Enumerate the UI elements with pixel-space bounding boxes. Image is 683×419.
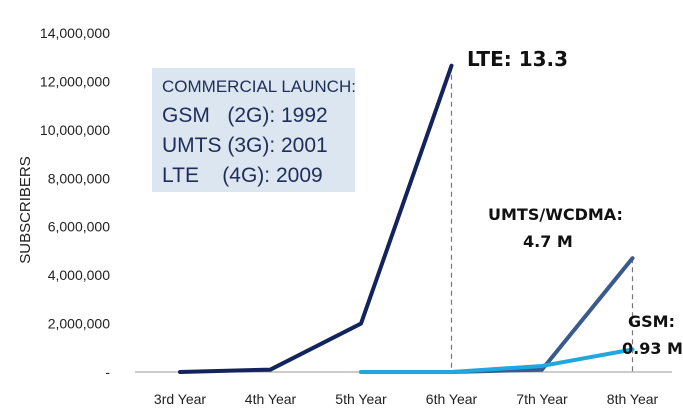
x-tick-label: 5th Year bbox=[335, 391, 387, 407]
reference-dashed-lines bbox=[450, 65, 634, 372]
launch-box-line-umts: UMTS (3G): 2001 bbox=[162, 134, 328, 157]
launch-info-box bbox=[152, 68, 355, 192]
y-axis-label: SUBSCRIBERS bbox=[17, 156, 34, 264]
x-axis-ticks: 3rd Year 4th Year 5th Year 6th Year 7th Year… bbox=[154, 391, 659, 407]
series-line-0 bbox=[178, 63, 454, 374]
y-tick-label: 4,000,000 bbox=[48, 267, 110, 283]
x-tick-label: 3rd Year bbox=[154, 391, 206, 407]
lte-annotation: LTE: 13.3 bbox=[467, 47, 568, 71]
y-tick-label: 8,000,000 bbox=[48, 170, 110, 186]
gsm-annotation-line2: 0.93 M bbox=[622, 339, 683, 358]
x-tick-label: 7th Year bbox=[516, 391, 568, 407]
y-tick-label: 2,000,000 bbox=[48, 316, 110, 332]
y-tick-label: - bbox=[105, 364, 110, 380]
series-line-2 bbox=[359, 347, 635, 374]
x-tick-label: 4th Year bbox=[245, 391, 297, 407]
umts-annotation-line2: 4.7 M bbox=[523, 232, 573, 251]
y-tick-label: 6,000,000 bbox=[48, 219, 110, 235]
launch-box-title: COMMERCIAL LAUNCH: bbox=[162, 77, 356, 96]
x-tick-label: 8th Year bbox=[607, 391, 659, 407]
launch-box-line-lte: LTE (4G): 2009 bbox=[162, 164, 323, 187]
gsm-annotation-line1: GSM: bbox=[628, 312, 675, 331]
umts-annotation-line1: UMTS/WCDMA: bbox=[488, 205, 623, 224]
y-axis-ticks: - 2,000,000 4,000,000 6,000,000 8,000,000 10,… bbox=[40, 25, 110, 380]
y-tick-label: 12,000,000 bbox=[40, 73, 110, 89]
series-lines bbox=[178, 63, 635, 374]
y-tick-label: 10,000,000 bbox=[40, 122, 110, 138]
y-tick-label: 14,000,000 bbox=[40, 25, 110, 41]
launch-box-line-gsm: GSM (2G): 1992 bbox=[162, 104, 328, 127]
x-tick-label: 6th Year bbox=[426, 391, 478, 407]
